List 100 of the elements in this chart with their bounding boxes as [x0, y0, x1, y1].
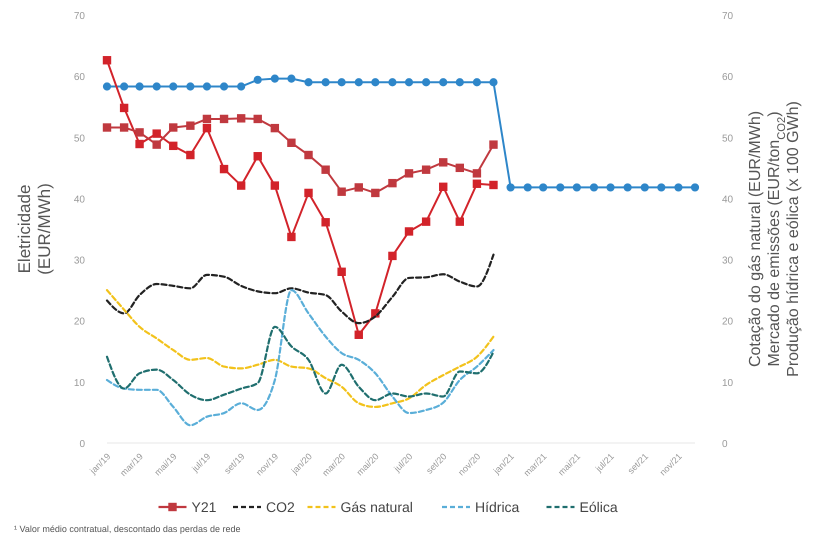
line-series: [106, 254, 495, 324]
point: [102, 123, 112, 132]
line-series: [106, 326, 495, 402]
point: [338, 78, 346, 86]
point: [304, 188, 313, 198]
point: [489, 140, 498, 149]
legend-label: Y21: [192, 499, 217, 515]
y-tick-label: 50: [74, 133, 86, 144]
point: [304, 78, 313, 86]
point: [422, 217, 430, 226]
text: ¹ Valor médio contratual, descontado das perdas de rede: [14, 524, 240, 534]
point: [254, 114, 262, 124]
point: [439, 182, 448, 192]
point: [456, 164, 464, 172]
point: [321, 218, 330, 226]
point: [524, 183, 532, 192]
y2-tick-label: 70: [722, 11, 734, 22]
point: [120, 104, 128, 112]
y-tick-label: 0: [79, 439, 86, 450]
point: [322, 78, 330, 86]
point: [135, 128, 144, 137]
point: [102, 82, 112, 91]
point: [640, 183, 649, 192]
point: [220, 114, 228, 124]
point: [657, 183, 666, 192]
point: [202, 124, 212, 132]
point: [439, 78, 448, 86]
point: [236, 114, 246, 123]
point: [120, 123, 128, 132]
point: [254, 152, 262, 160]
point: [456, 217, 464, 226]
y-tick-label: 20: [74, 316, 86, 328]
y2-tick-label: 40: [722, 194, 734, 206]
point: [220, 164, 228, 174]
point: [236, 181, 246, 190]
point: [624, 183, 632, 192]
point: [388, 78, 397, 86]
y2-tick-label: 20: [722, 316, 734, 328]
point: [404, 227, 414, 236]
point: [422, 78, 430, 86]
point: [169, 123, 178, 132]
legend-label: CO2: [266, 499, 295, 515]
point: [404, 78, 414, 86]
point: [606, 183, 615, 192]
legend-label: Eólica: [580, 499, 618, 515]
point: [102, 56, 112, 64]
y-tick-label: 10: [74, 378, 86, 389]
point: [337, 268, 346, 276]
point: [388, 178, 397, 188]
point: [186, 150, 195, 160]
point: [489, 180, 498, 190]
point: [287, 138, 296, 147]
point: [186, 121, 195, 130]
point: [506, 183, 515, 192]
point: [287, 74, 296, 83]
point: [186, 82, 194, 91]
point: [472, 180, 482, 188]
point: [404, 169, 414, 178]
point: [674, 183, 683, 192]
point: [270, 74, 279, 83]
y-tick-label: 70: [74, 11, 86, 22]
point: [152, 140, 161, 149]
point: [321, 165, 330, 174]
y-tick-label: 30: [74, 256, 86, 267]
point: [135, 82, 144, 91]
point: [472, 169, 482, 178]
point: [287, 232, 296, 242]
point: [254, 76, 262, 84]
point: [270, 181, 280, 190]
y2-tick-label: 50: [722, 133, 734, 144]
point: [337, 188, 346, 196]
point: [556, 183, 564, 192]
point: [472, 78, 482, 86]
y-axis-title: Eletricidade (EUR/MWh): [15, 183, 54, 275]
point: [169, 82, 178, 91]
point: [489, 78, 498, 86]
point: [304, 150, 313, 160]
point: [169, 142, 178, 150]
y-tick-label: 60: [74, 72, 86, 84]
point: [135, 140, 144, 148]
point: [388, 252, 397, 260]
point: [237, 82, 246, 91]
point: [354, 330, 363, 339]
y-tick-label: 40: [74, 194, 86, 206]
point: [220, 82, 228, 91]
point: [270, 124, 280, 132]
point: [572, 183, 581, 192]
legend-label: Gás natural: [340, 499, 413, 515]
point: [371, 78, 380, 86]
y2-tick-label: 60: [722, 72, 734, 84]
y2-tick-label: 0: [722, 439, 728, 450]
y2-tick-label: 30: [722, 256, 734, 267]
point: [422, 165, 430, 174]
point: [354, 78, 363, 86]
y2-tick-label: 10: [722, 378, 734, 389]
point: [371, 188, 380, 198]
point: [539, 183, 548, 192]
point: [152, 129, 161, 138]
point: [354, 183, 363, 192]
point: [202, 114, 212, 124]
